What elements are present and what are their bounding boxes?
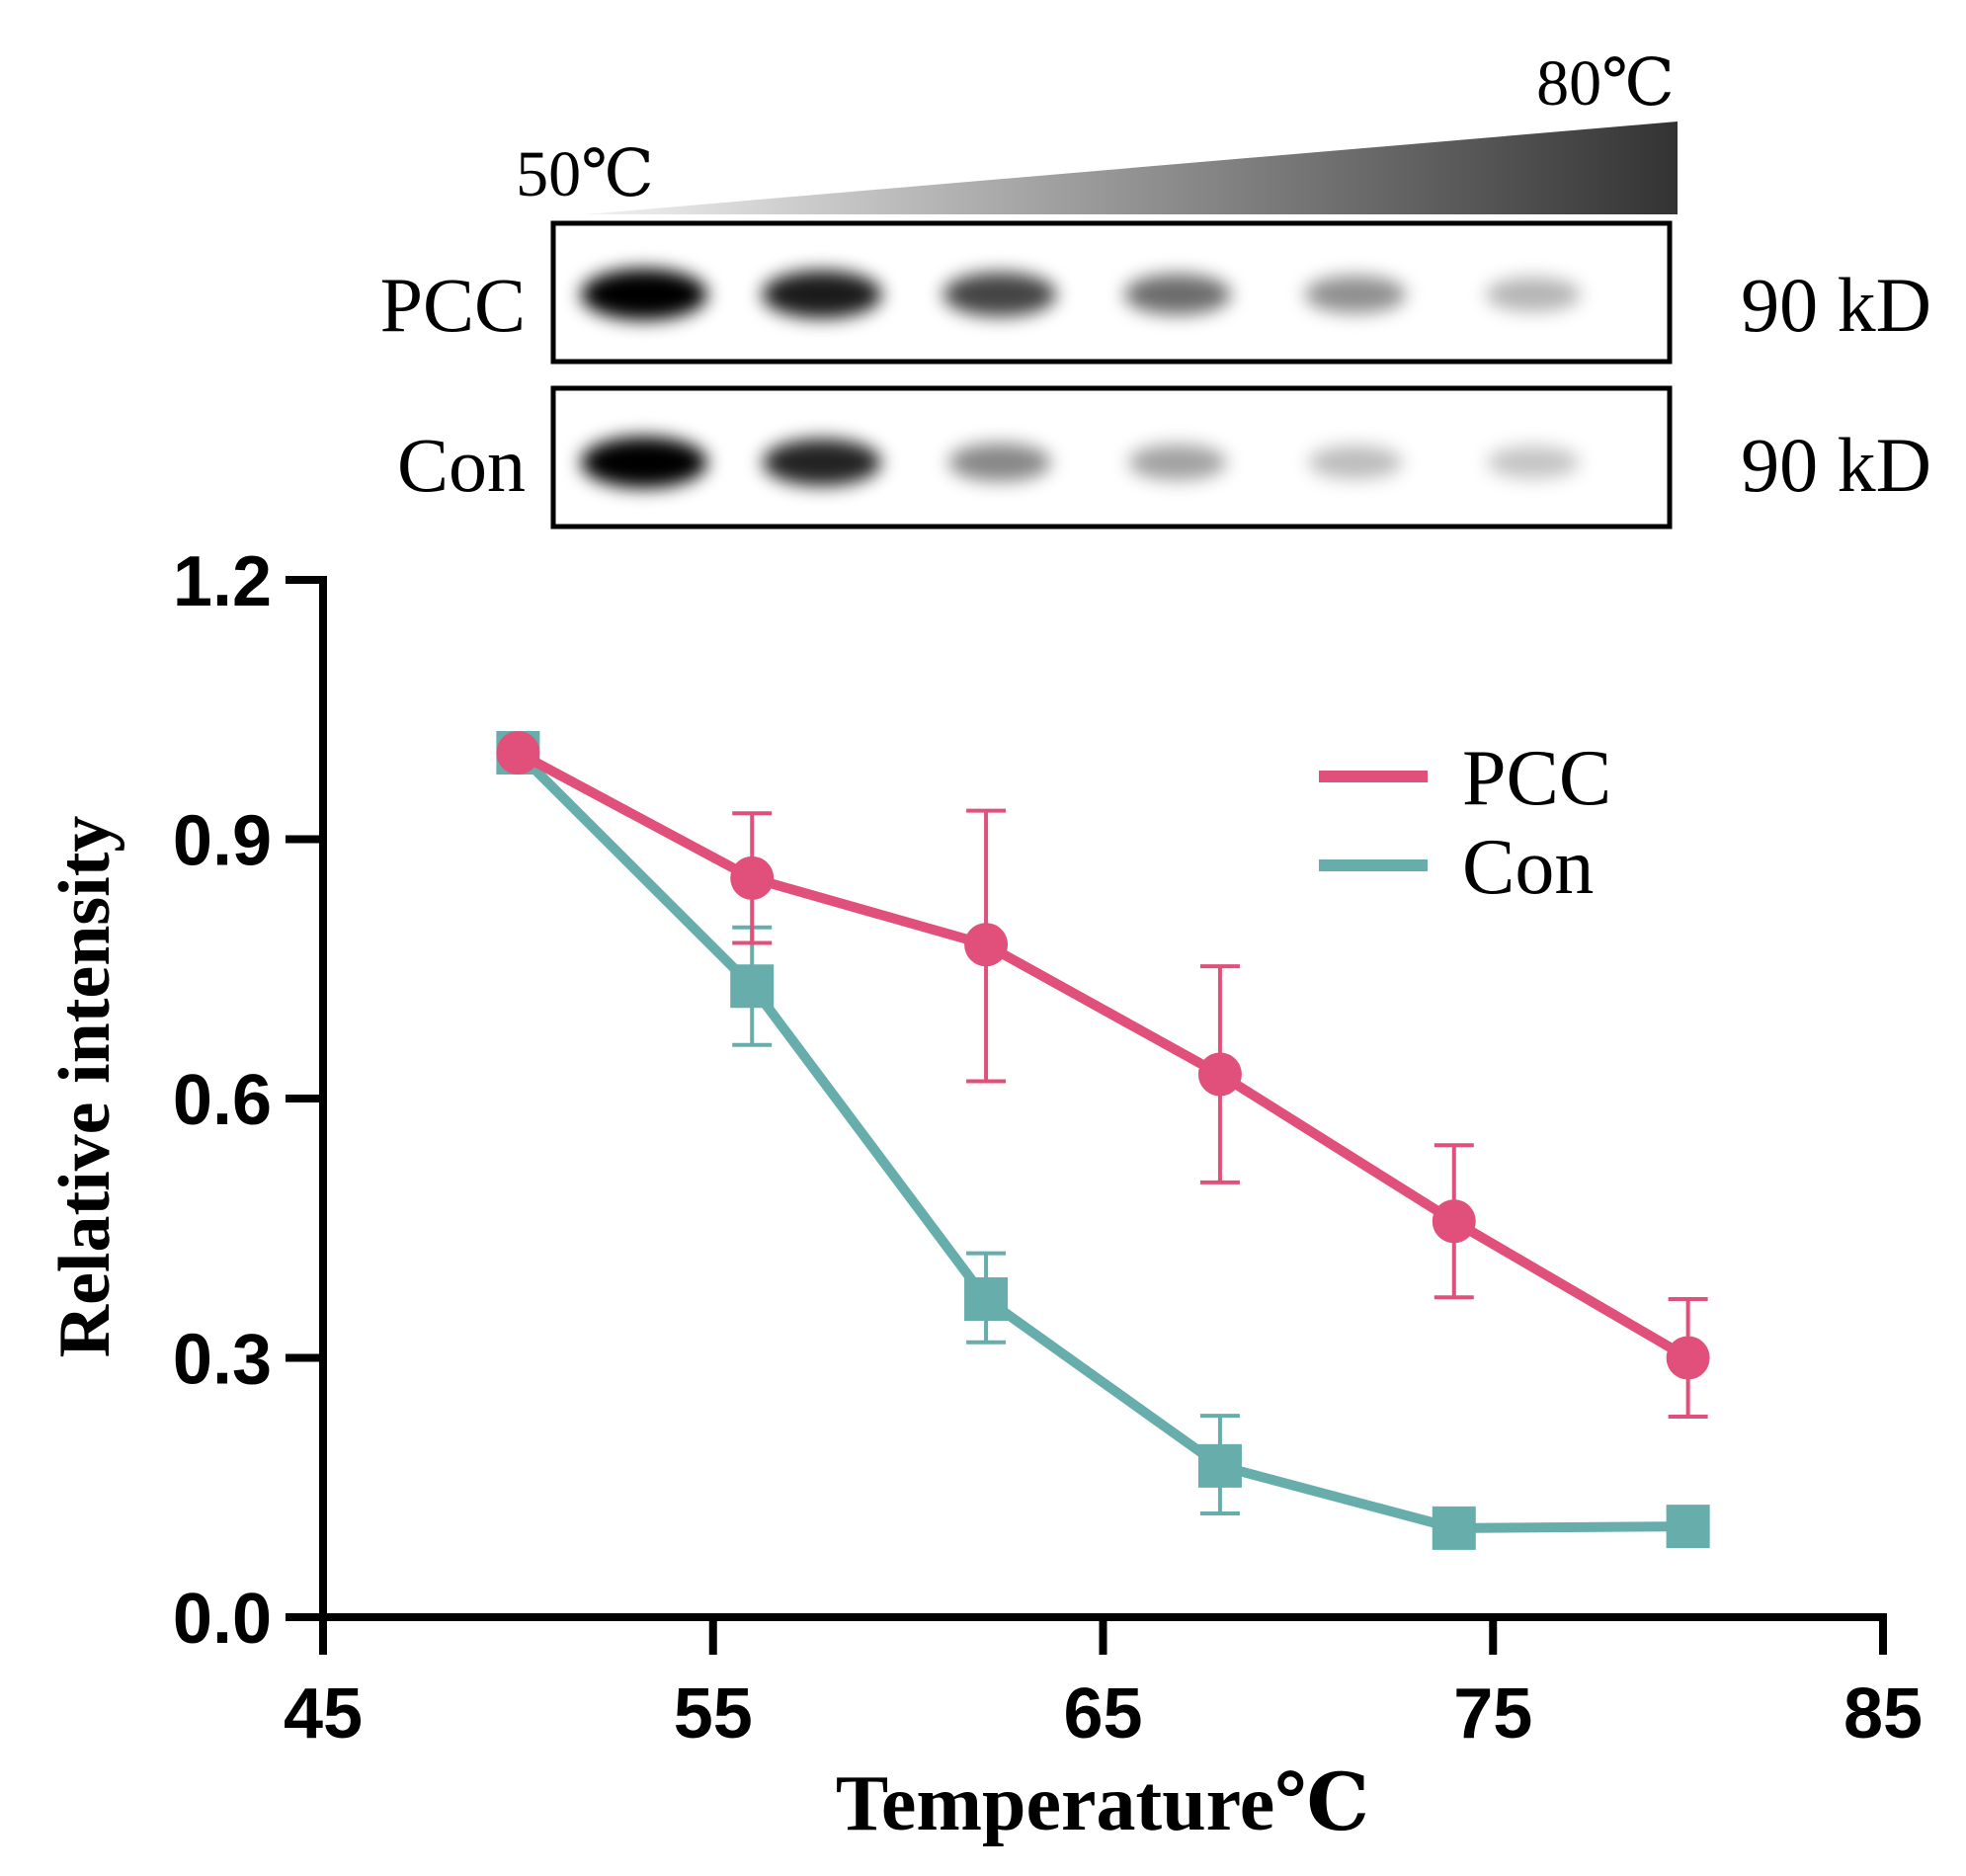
western-blot-panel: 50℃ 80℃ PCC 90 kD Con 90 kD (380, 47, 1931, 530)
y-tick-label: 0.0 (173, 1580, 272, 1659)
gradient-start-label: 50℃ (516, 138, 654, 210)
blot-band (762, 270, 882, 319)
blot-band (581, 437, 707, 488)
x-tick-label: 65 (1063, 1674, 1142, 1754)
blot-band (762, 439, 882, 486)
blot-row-con: Con 90 kD (397, 385, 1931, 530)
data-point-pcc (1432, 1199, 1476, 1244)
data-point-pcc (730, 856, 775, 900)
blot-band (1304, 275, 1407, 314)
blot-row-label-pcc: PCC (380, 262, 526, 348)
temperature-gradient-wedge (585, 122, 1678, 214)
x-tick-label: 55 (674, 1674, 753, 1754)
series-line-con (514, 749, 1688, 1533)
x-tick-label: 45 (284, 1674, 363, 1754)
blot-band (1128, 444, 1227, 481)
data-point-pcc (496, 731, 540, 775)
y-tick-label: 1.2 (173, 542, 272, 621)
blot-band (1123, 274, 1232, 315)
blot-band (1308, 446, 1403, 479)
blot-size-label-pcc: 90 kD (1741, 262, 1931, 348)
x-tick-label: 85 (1843, 1674, 1923, 1754)
blot-band (948, 443, 1051, 482)
y-tick-label: 0.3 (173, 1321, 272, 1400)
x-tick-label: 75 (1453, 1674, 1532, 1754)
y-axis-label: Relative intensity (44, 816, 125, 1358)
blot-row-pcc: PCC 90 kD (380, 220, 1931, 365)
legend: PCC Con (1319, 735, 1611, 911)
blot-band (1485, 277, 1582, 312)
gradient-end-label: 80℃ (1536, 47, 1675, 120)
blot-band (942, 272, 1057, 317)
series-layer (496, 731, 1710, 1550)
x-axis-ticks: 45 55 65 75 85 (284, 1617, 1923, 1754)
legend-label-con: Con (1462, 824, 1594, 911)
data-point-con (1432, 1506, 1476, 1550)
series-line-pcc (516, 748, 1691, 1362)
data-point-con (1666, 1505, 1710, 1549)
blot-row-label-con: Con (397, 422, 526, 508)
y-axis-ticks: 0.0 0.3 0.6 0.9 1.2 (173, 542, 323, 1659)
bands-con (581, 437, 1580, 488)
data-point-con (1197, 1443, 1242, 1488)
blot-band (581, 269, 707, 320)
y-tick-label: 0.6 (173, 1061, 272, 1140)
chart-axes (319, 576, 1887, 1621)
data-point-pcc (964, 923, 1009, 967)
blot-size-label-con: 90 kD (1741, 422, 1931, 508)
blot-band (1487, 446, 1580, 479)
blot-frame-con (550, 385, 1673, 530)
data-point-pcc (1666, 1336, 1710, 1380)
data-point-pcc (1197, 1052, 1242, 1097)
series-pcc (496, 731, 1710, 1419)
legend-label-pcc: PCC (1462, 735, 1611, 822)
line-chart: 0.0 0.3 0.6 0.9 1.2 45 55 65 75 85 Relative inte… (44, 542, 1923, 1847)
x-axis-label: Temperature℃ (836, 1760, 1369, 1847)
data-point-con (730, 964, 775, 1009)
data-point-con (964, 1277, 1009, 1321)
y-tick-label: 0.9 (173, 802, 272, 881)
series-con (496, 731, 1710, 1550)
bands-pcc (581, 269, 1582, 320)
blot-frame-pcc (550, 220, 1673, 365)
